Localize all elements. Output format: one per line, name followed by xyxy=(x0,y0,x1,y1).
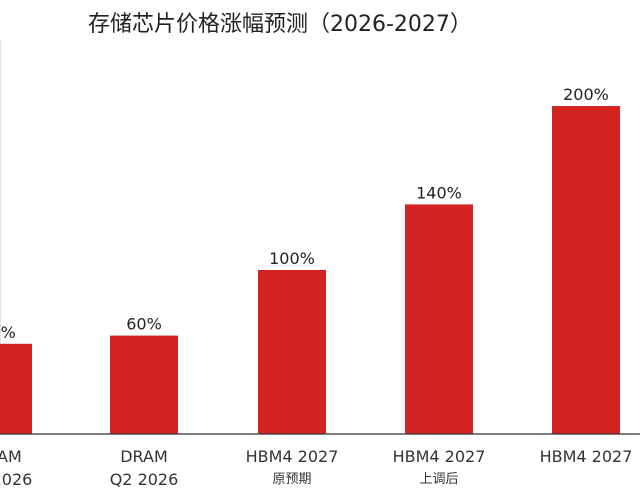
value-label-4: 200% xyxy=(563,85,609,104)
bars-group xyxy=(0,106,620,434)
labels-group: 55% DRAM Q1 2026 60% DRAM Q2 2026 100% HBM4 202… xyxy=(0,85,632,489)
value-label-0: 55% xyxy=(0,323,16,342)
category-sublabel-2: 原预期 xyxy=(272,472,311,487)
category-label-1: DRAM xyxy=(120,447,168,466)
bar-4 xyxy=(552,106,620,434)
category-label-4: HBM4 2027 xyxy=(540,447,633,466)
value-label-2: 100% xyxy=(269,249,315,268)
value-label-3: 140% xyxy=(416,183,462,202)
category-label-0: DRAM xyxy=(0,447,22,466)
bar-2 xyxy=(258,270,326,434)
category-label-2: HBM4 2027 xyxy=(246,447,339,466)
category-sublabel-1: Q2 2026 xyxy=(110,470,179,489)
category-sublabel-3: 上调后 xyxy=(419,472,458,487)
category-label-3: HBM4 2027 xyxy=(393,447,486,466)
category-sublabel-0: Q1 2026 xyxy=(0,470,32,489)
bar-0 xyxy=(0,343,32,434)
chart-title: 存储芯片价格涨幅预测（2026-2027） xyxy=(88,12,472,37)
value-label-1: 60% xyxy=(126,315,162,334)
bar-3 xyxy=(405,204,473,434)
bar-1 xyxy=(110,335,178,434)
